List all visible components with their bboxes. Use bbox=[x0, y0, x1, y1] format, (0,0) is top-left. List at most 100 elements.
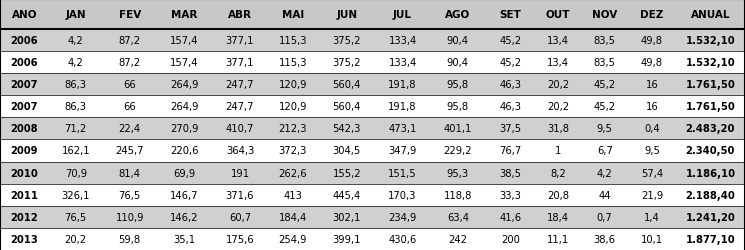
Text: 76,5: 76,5 bbox=[118, 190, 141, 200]
Text: 377,1: 377,1 bbox=[226, 36, 254, 46]
Bar bbox=[0, 30, 745, 52]
Text: 200: 200 bbox=[501, 234, 520, 244]
Text: 1.532,10: 1.532,10 bbox=[685, 36, 735, 46]
Text: 87,2: 87,2 bbox=[118, 36, 141, 46]
Bar bbox=[0, 0, 745, 30]
Text: 9,5: 9,5 bbox=[597, 124, 612, 134]
Text: 60,7: 60,7 bbox=[229, 212, 251, 222]
Text: 69,9: 69,9 bbox=[174, 168, 196, 178]
Text: 76,5: 76,5 bbox=[65, 212, 87, 222]
Text: 45,2: 45,2 bbox=[594, 102, 616, 112]
Text: 146,2: 146,2 bbox=[170, 212, 199, 222]
Text: 1.761,50: 1.761,50 bbox=[685, 80, 735, 90]
Text: OUT: OUT bbox=[546, 10, 570, 20]
Text: 20,2: 20,2 bbox=[547, 102, 569, 112]
Text: 44: 44 bbox=[598, 190, 611, 200]
Text: 13,4: 13,4 bbox=[547, 58, 569, 68]
Text: 20,2: 20,2 bbox=[547, 80, 569, 90]
Text: 2007: 2007 bbox=[10, 102, 38, 112]
Text: 430,6: 430,6 bbox=[388, 234, 416, 244]
Text: 270,9: 270,9 bbox=[170, 124, 199, 134]
Text: 38,6: 38,6 bbox=[594, 234, 615, 244]
Text: 6,7: 6,7 bbox=[597, 146, 612, 156]
Text: 46,3: 46,3 bbox=[499, 80, 522, 90]
Text: 191,8: 191,8 bbox=[388, 80, 416, 90]
Text: 254,9: 254,9 bbox=[279, 234, 307, 244]
Text: 245,7: 245,7 bbox=[115, 146, 144, 156]
Text: 560,4: 560,4 bbox=[332, 102, 361, 112]
Text: 560,4: 560,4 bbox=[332, 80, 361, 90]
Text: JUN: JUN bbox=[336, 10, 358, 20]
Text: 151,5: 151,5 bbox=[388, 168, 417, 178]
Text: 95,8: 95,8 bbox=[447, 102, 469, 112]
Text: 18,4: 18,4 bbox=[547, 212, 569, 222]
Text: 83,5: 83,5 bbox=[594, 58, 615, 68]
Text: 264,9: 264,9 bbox=[170, 102, 199, 112]
Text: 2011: 2011 bbox=[10, 190, 39, 200]
Text: 83,5: 83,5 bbox=[594, 36, 615, 46]
Text: 157,4: 157,4 bbox=[170, 36, 199, 46]
Text: 81,4: 81,4 bbox=[118, 168, 141, 178]
Text: 262,6: 262,6 bbox=[279, 168, 307, 178]
Text: 90,4: 90,4 bbox=[447, 58, 469, 68]
Text: 57,4: 57,4 bbox=[641, 168, 663, 178]
Text: 16: 16 bbox=[646, 80, 659, 90]
Text: 445,4: 445,4 bbox=[333, 190, 361, 200]
Text: 86,3: 86,3 bbox=[65, 102, 86, 112]
Text: 110,9: 110,9 bbox=[115, 212, 144, 222]
Text: 45,2: 45,2 bbox=[499, 58, 522, 68]
Text: 157,4: 157,4 bbox=[170, 58, 199, 68]
Text: 22,4: 22,4 bbox=[118, 124, 141, 134]
Text: 326,1: 326,1 bbox=[62, 190, 90, 200]
Text: 70,9: 70,9 bbox=[65, 168, 87, 178]
Text: 247,7: 247,7 bbox=[226, 80, 254, 90]
Bar bbox=[0, 74, 745, 96]
Text: 1: 1 bbox=[555, 146, 561, 156]
Bar bbox=[0, 228, 745, 250]
Text: 410,7: 410,7 bbox=[226, 124, 254, 134]
Text: 2009: 2009 bbox=[10, 146, 38, 156]
Text: 20,2: 20,2 bbox=[65, 234, 87, 244]
Text: 191: 191 bbox=[230, 168, 250, 178]
Text: 364,3: 364,3 bbox=[226, 146, 254, 156]
Text: 86,3: 86,3 bbox=[65, 80, 86, 90]
Text: 9,5: 9,5 bbox=[644, 146, 660, 156]
Text: NOV: NOV bbox=[592, 10, 618, 20]
Text: 372,3: 372,3 bbox=[279, 146, 307, 156]
Text: 120,9: 120,9 bbox=[279, 80, 307, 90]
Text: JUL: JUL bbox=[393, 10, 412, 20]
Text: 234,9: 234,9 bbox=[388, 212, 416, 222]
Text: 162,1: 162,1 bbox=[62, 146, 90, 156]
Text: 170,3: 170,3 bbox=[388, 190, 416, 200]
Text: DEZ: DEZ bbox=[640, 10, 664, 20]
Text: SET: SET bbox=[499, 10, 522, 20]
Text: AGO: AGO bbox=[446, 10, 470, 20]
Text: 21,9: 21,9 bbox=[641, 190, 663, 200]
Text: 49,8: 49,8 bbox=[641, 58, 663, 68]
Text: 95,3: 95,3 bbox=[447, 168, 469, 178]
Text: 401,1: 401,1 bbox=[443, 124, 472, 134]
Text: MAI: MAI bbox=[282, 10, 304, 20]
Text: 133,4: 133,4 bbox=[388, 36, 416, 46]
Text: 10,1: 10,1 bbox=[641, 234, 663, 244]
Text: 118,8: 118,8 bbox=[443, 190, 472, 200]
Text: 66: 66 bbox=[124, 80, 136, 90]
Text: 175,6: 175,6 bbox=[226, 234, 254, 244]
Text: 90,4: 90,4 bbox=[447, 36, 469, 46]
Text: 542,3: 542,3 bbox=[332, 124, 361, 134]
Text: 45,2: 45,2 bbox=[499, 36, 522, 46]
Text: 133,4: 133,4 bbox=[388, 58, 416, 68]
Bar bbox=[0, 52, 745, 74]
Text: 212,3: 212,3 bbox=[279, 124, 307, 134]
Text: 87,2: 87,2 bbox=[118, 58, 141, 68]
Text: 4,2: 4,2 bbox=[68, 58, 83, 68]
Text: 473,1: 473,1 bbox=[388, 124, 416, 134]
Text: 31,8: 31,8 bbox=[547, 124, 569, 134]
Text: 33,3: 33,3 bbox=[499, 190, 522, 200]
Bar bbox=[0, 96, 745, 118]
Bar bbox=[0, 140, 745, 162]
Text: 66: 66 bbox=[124, 102, 136, 112]
Text: 2007: 2007 bbox=[10, 80, 38, 90]
Text: 399,1: 399,1 bbox=[332, 234, 361, 244]
Text: 191,8: 191,8 bbox=[388, 102, 416, 112]
